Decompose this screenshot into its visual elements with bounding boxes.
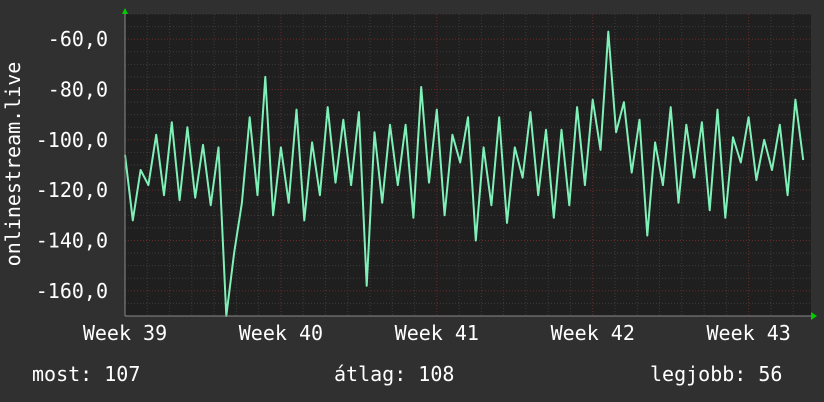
x-tick-label: Week 40 — [239, 321, 323, 345]
y-tick-label: -160,0 — [36, 279, 108, 303]
x-tick-label: Week 42 — [551, 321, 635, 345]
y-axis-label: onlinestream.live — [1, 62, 25, 267]
y-tick-label: -100,0 — [36, 128, 108, 152]
y-axis: -60,0 -80,0 -100,0 -120,0 -140,0 -160,0 — [36, 27, 108, 303]
x-axis: Week 39 Week 40 Week 41 Week 42 Week 43 — [83, 321, 791, 345]
stat-average: átlag: 108 — [334, 362, 455, 386]
x-tick-label: Week 39 — [83, 321, 167, 345]
x-tick-label: Week 41 — [395, 321, 479, 345]
stat-current: most: 107 — [32, 362, 141, 386]
y-tick-label: -140,0 — [36, 229, 108, 253]
y-tick-label: -60,0 — [48, 27, 108, 51]
x-tick-label: Week 43 — [706, 321, 790, 345]
y-tick-label: -120,0 — [36, 178, 108, 202]
series-line — [124, 30, 805, 317]
y-tick-label: -80,0 — [48, 78, 108, 102]
y-axis-arrow-icon — [122, 8, 128, 14]
x-axis-arrow-icon — [811, 312, 817, 320]
stat-best: legjobb: 56 — [650, 362, 783, 386]
